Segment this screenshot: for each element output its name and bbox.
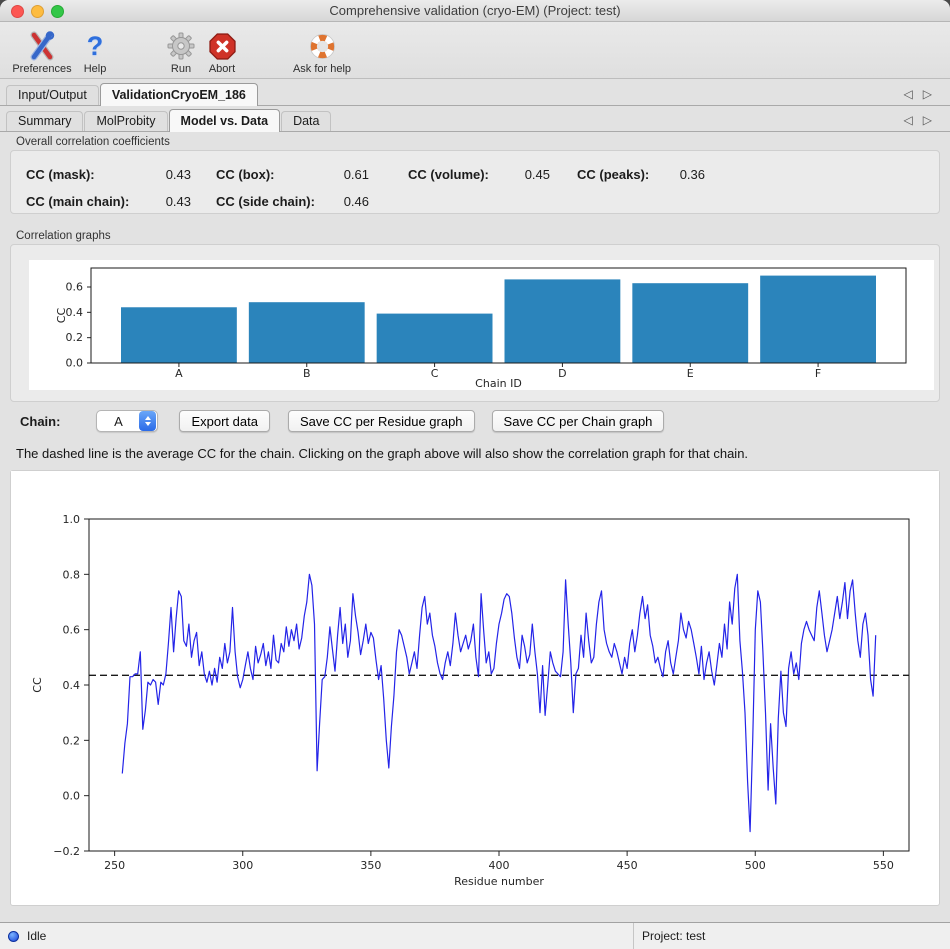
title-bar: Comprehensive validation (cryo-EM) (Proj…: [0, 0, 950, 22]
toolbar-item-label: Help: [83, 63, 107, 75]
svg-text:0.4: 0.4: [66, 306, 84, 319]
gear-icon: [167, 30, 195, 62]
dashed-line-note: The dashed line is the average CC for th…: [16, 446, 749, 461]
svg-text:1.0: 1.0: [63, 513, 81, 526]
svg-text:CC: CC: [31, 677, 44, 693]
cc-box-label: CC (box):: [216, 167, 275, 182]
cc-volume-label: CC (volume):: [408, 167, 489, 182]
toolbar-item-label: Abort: [208, 63, 236, 75]
svg-text:450: 450: [617, 859, 638, 872]
tab-molprobity[interactable]: MolProbity: [84, 111, 168, 131]
svg-text:300: 300: [232, 859, 253, 872]
sub-tab-bar: Summary MolProbity Model vs. Data Data ◁…: [0, 107, 950, 132]
status-bar: Idle Project: test: [0, 922, 950, 949]
svg-text:Residue number: Residue number: [454, 875, 544, 888]
svg-text:B: B: [303, 367, 311, 380]
run-button[interactable]: Run: [166, 30, 196, 75]
chain-controls: Chain: A Export data Save CC per Residue…: [20, 409, 665, 433]
cc-box-value: 0.61: [343, 167, 369, 182]
svg-text:E: E: [687, 367, 694, 380]
tab-scroll-arrows[interactable]: ◁▷: [903, 87, 942, 101]
svg-text:0.2: 0.2: [66, 331, 84, 344]
cc-volume-value: 0.45: [524, 167, 550, 182]
svg-text:CC: CC: [55, 308, 68, 324]
svg-text:350: 350: [360, 859, 381, 872]
abort-button[interactable]: Abort: [204, 30, 240, 75]
cc-main-chain-label: CC (main chain):: [26, 194, 130, 209]
save-cc-per-residue-graph-button[interactable]: Save CC per Residue graph: [287, 410, 475, 432]
svg-text:A: A: [175, 367, 183, 380]
chain-select[interactable]: A: [96, 410, 159, 432]
zoom-window-button[interactable]: [51, 5, 64, 18]
help-button[interactable]: ? Help: [79, 30, 111, 75]
svg-text:Chain ID: Chain ID: [475, 377, 522, 390]
cc-row-1: CC (mask): 0.43 CC (box): 0.61 CC (volume)…: [26, 161, 705, 188]
tab-validationcryoem-186[interactable]: ValidationCryoEM_186: [99, 83, 258, 106]
window-title: Comprehensive validation (cryo-EM) (Proj…: [329, 3, 621, 18]
toolbar: Preferences ? Help: [0, 22, 950, 79]
status-project: Project: test: [633, 923, 705, 949]
status-text: Idle: [27, 929, 47, 943]
overall-cc-section-label: Overall correlation coefficients: [16, 136, 170, 148]
cc-per-residue-line-chart: −0.2 0.0 0.2 0.4 0.6 0.8 1.0 250 300 350 400 450 500…: [10, 470, 940, 906]
svg-text:0.6: 0.6: [66, 281, 84, 294]
svg-text:500: 500: [745, 859, 766, 872]
svg-text:0.6: 0.6: [63, 624, 81, 637]
sub-tab-scroll-arrows[interactable]: ◁▷: [903, 113, 942, 127]
chain-select-value: A: [114, 413, 123, 429]
main-tab-bar: Input/Output ValidationCryoEM_186 ◁▷: [0, 80, 950, 106]
save-cc-per-chain-graph-button[interactable]: Save CC per Chain graph: [491, 410, 665, 432]
svg-text:F: F: [815, 367, 821, 380]
svg-text:0.4: 0.4: [63, 679, 81, 692]
cc-row-2: CC (main chain): 0.43 CC (side chain): 0.4…: [26, 188, 705, 215]
svg-text:C: C: [431, 367, 439, 380]
tools-icon: [27, 30, 57, 62]
chain-label: Chain:: [20, 413, 61, 429]
close-window-button[interactable]: [11, 5, 24, 18]
tab-data[interactable]: Data: [281, 111, 332, 131]
svg-text:400: 400: [489, 859, 510, 872]
tab-input-output[interactable]: Input/Output: [6, 85, 99, 105]
toolbar-item-label: Ask for help: [292, 63, 352, 75]
export-data-button[interactable]: Export data: [179, 410, 270, 432]
chevron-up-down-icon: [139, 411, 157, 431]
toolbar-item-label: Preferences: [12, 63, 72, 75]
svg-text:0.0: 0.0: [66, 357, 84, 370]
svg-text:550: 550: [873, 859, 894, 872]
svg-text:0.0: 0.0: [63, 790, 81, 803]
cc-side-chain-label: CC (side chain):: [216, 194, 315, 209]
cc-mask-value: 0.43: [165, 167, 191, 182]
overall-cc-panel: CC (mask): 0.43 CC (box): 0.61 CC (volume)…: [10, 150, 940, 214]
status-indicator-icon: [8, 930, 19, 942]
cc-side-chain-value: 0.46: [343, 194, 369, 209]
help-icon: ?: [86, 31, 104, 61]
svg-text:−0.2: −0.2: [53, 845, 80, 858]
cc-peaks-value: 0.36: [679, 167, 705, 182]
cc-peaks-label: CC (peaks):: [577, 167, 650, 182]
svg-text:0.8: 0.8: [63, 568, 81, 581]
ask-for-help-button[interactable]: Ask for help: [287, 30, 357, 75]
minimize-window-button[interactable]: [31, 5, 44, 18]
svg-text:0.2: 0.2: [63, 734, 81, 747]
svg-text:D: D: [558, 367, 566, 380]
toolbar-item-label: Run: [170, 63, 192, 75]
svg-text:250: 250: [104, 859, 125, 872]
abort-icon: [208, 30, 236, 62]
cc-mask-label: CC (mask):: [26, 167, 95, 182]
cc-per-chain-bar-chart[interactable]: 0.0 0.2 0.4 0.6 CC A B C D E F Chain ID: [29, 260, 934, 390]
cc-main-chain-value: 0.43: [165, 194, 191, 209]
preferences-button[interactable]: Preferences: [8, 30, 76, 75]
correlation-graphs-section-label: Correlation graphs: [16, 230, 111, 242]
tab-model-vs-data[interactable]: Model vs. Data: [168, 109, 281, 132]
correlation-graphs-panel: 0.0 0.2 0.4 0.6 CC A B C D E F Chain ID: [10, 244, 940, 402]
tab-summary[interactable]: Summary: [6, 111, 84, 131]
lifebuoy-icon: [309, 30, 336, 62]
